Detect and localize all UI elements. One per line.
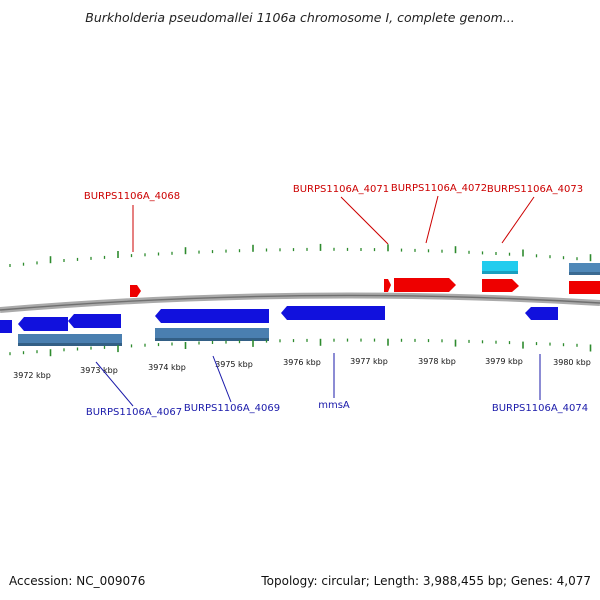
genome-title: Burkholderia pseudomallei 1106a chromoso… — [85, 10, 515, 25]
scale-label-3975: 3975 kbp — [215, 360, 253, 369]
gene-arrow-mmsA[interactable] — [281, 306, 385, 320]
tick-ring-top — [9, 243, 592, 267]
scale-label-3979: 3979 kbp — [485, 357, 523, 366]
gene-arrow-reverse-left[interactable] — [0, 320, 12, 333]
gene-arrow-4071[interactable] — [384, 279, 391, 292]
cds-forward-right[interactable] — [569, 263, 600, 275]
scale-label-3978: 3978 kbp — [418, 357, 456, 366]
cds-reverse-a[interactable] — [18, 334, 122, 346]
tick-ring-bottom — [9, 338, 592, 357]
gene-arrow-4069[interactable] — [155, 309, 269, 323]
gene-arrow-reverse-a[interactable] — [18, 317, 68, 331]
scale-label-3977: 3977 kbp — [350, 357, 388, 366]
leader-line-4071 — [340, 196, 389, 245]
leader-line-4072 — [425, 195, 439, 244]
gene-label-4069[interactable]: BURPS1106A_4069 — [184, 403, 280, 414]
cds-4073-light[interactable] — [482, 261, 518, 274]
gene-arrow-4073[interactable] — [482, 279, 519, 292]
gene-label-4073[interactable]: BURPS1106A_4073 — [487, 184, 583, 195]
accession-text: Accession: NC_009076 — [9, 574, 146, 588]
leader-line-4073 — [501, 196, 535, 244]
gene-label-mmsA[interactable]: mmsA — [318, 400, 350, 411]
scale-label-3974: 3974 kbp — [148, 363, 186, 372]
gene-label-4074[interactable]: BURPS1106A_4074 — [492, 403, 588, 414]
scale-label-3973: 3973 kbp — [80, 366, 118, 375]
leader-line-4067 — [95, 361, 134, 407]
gene-label-4071[interactable]: BURPS1106A_4071 — [293, 184, 389, 195]
gene-arrow-4067[interactable] — [68, 314, 121, 328]
gene-arrow-4074[interactable] — [525, 307, 558, 320]
gene-arrow-4072[interactable] — [394, 278, 456, 292]
scale-label-3972: 3972 kbp — [13, 371, 51, 380]
scale-label-3980: 3980 kbp — [553, 358, 591, 367]
gene-arrow-4068[interactable] — [130, 285, 141, 297]
gene-label-4068[interactable]: BURPS1106A_4068 — [84, 191, 180, 202]
genome-stats-text: Topology: circular; Length: 3,988,455 bp… — [261, 574, 591, 588]
leader-line-4069 — [212, 355, 232, 403]
scale-label-3976: 3976 kbp — [283, 358, 321, 367]
gene-label-4067[interactable]: BURPS1106A_4067 — [86, 407, 182, 418]
cds-reverse-b[interactable] — [155, 328, 269, 341]
gene-label-4072[interactable]: BURPS1106A_4072 — [391, 183, 487, 194]
gene-arrow-forward-right[interactable] — [569, 281, 600, 294]
